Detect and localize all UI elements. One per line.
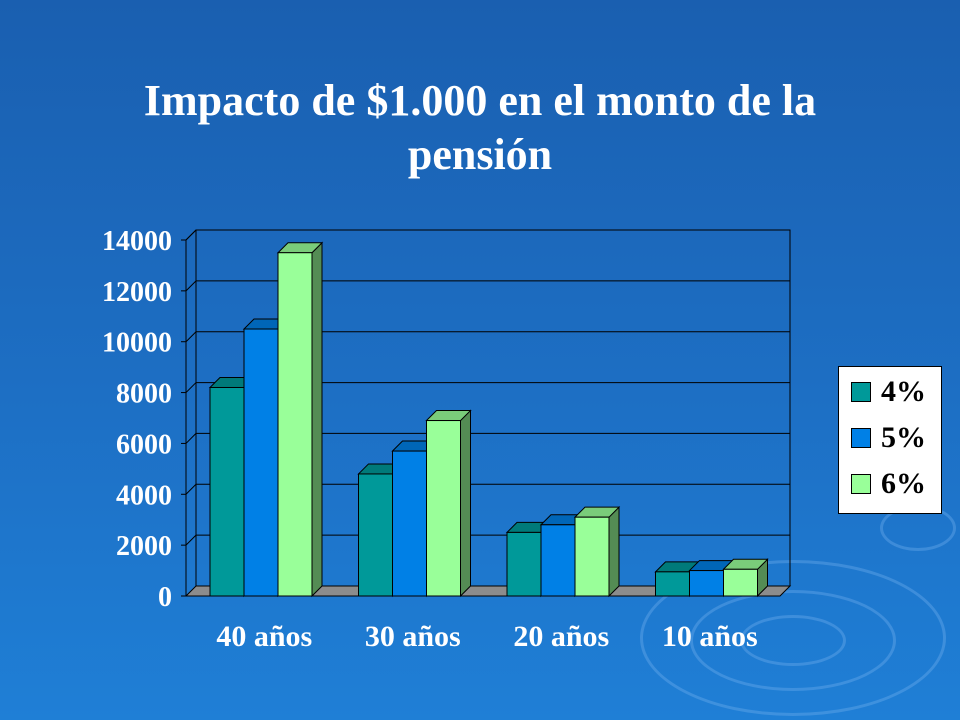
y-tick-label: 4000	[116, 480, 172, 511]
y-axis: 0 2000 4000 6000 8000 10000 12000 14000	[102, 226, 186, 613]
bar-front	[426, 420, 461, 597]
y-tick-label: 6000	[116, 429, 172, 460]
legend: 4% 5% 6%	[838, 366, 942, 514]
x-tick-label: 40 años	[216, 620, 312, 653]
y-tick-label: 10000	[102, 328, 172, 359]
bar-front	[723, 568, 758, 597]
bar	[573, 505, 621, 598]
gridline	[185, 280, 790, 292]
bar-front	[506, 531, 542, 597]
x-tick-label: 30 años	[365, 620, 461, 653]
gridline	[185, 432, 790, 444]
legend-item: 6%	[851, 469, 926, 499]
gridline	[185, 331, 790, 343]
legend-swatch	[851, 474, 871, 494]
legend-item: 4%	[851, 377, 926, 407]
gridline	[185, 229, 790, 241]
legend-item: 5%	[851, 423, 926, 453]
x-tick-label: 20 años	[513, 620, 609, 653]
bar-front	[655, 571, 690, 597]
y-tick-label: 8000	[116, 379, 172, 410]
bar-side	[311, 241, 323, 598]
y-tick-label: 0	[158, 582, 172, 613]
x-tick-label: 10 años	[662, 620, 758, 653]
bar-front	[689, 570, 724, 597]
gridline	[185, 382, 790, 393]
bar-front	[209, 386, 245, 597]
bar-front	[277, 252, 313, 597]
y-tick-label: 14000	[102, 226, 172, 257]
bar-front	[358, 473, 393, 597]
bar-side	[608, 505, 620, 598]
bar-front	[540, 524, 576, 597]
bar	[276, 241, 324, 598]
bars	[208, 241, 769, 598]
bar	[722, 558, 769, 598]
x-axis: 40 años 30 años 20 años 10 años	[186, 595, 780, 653]
bar-front	[574, 516, 610, 597]
legend-label: 5%	[881, 421, 926, 454]
legend-label: 6%	[881, 467, 926, 500]
bar-front	[243, 328, 279, 597]
legend-swatch	[851, 428, 871, 448]
legend-swatch	[851, 382, 871, 402]
bar-front	[392, 450, 427, 597]
bar	[425, 409, 472, 598]
y-tick-label: 2000	[116, 531, 172, 562]
legend-label: 4%	[881, 375, 926, 408]
y-tick-label: 12000	[102, 277, 172, 308]
gridline	[185, 483, 790, 495]
bar-side	[460, 409, 471, 598]
chart-title: Impacto de $1.000 en el monto de la pens…	[143, 76, 817, 179]
